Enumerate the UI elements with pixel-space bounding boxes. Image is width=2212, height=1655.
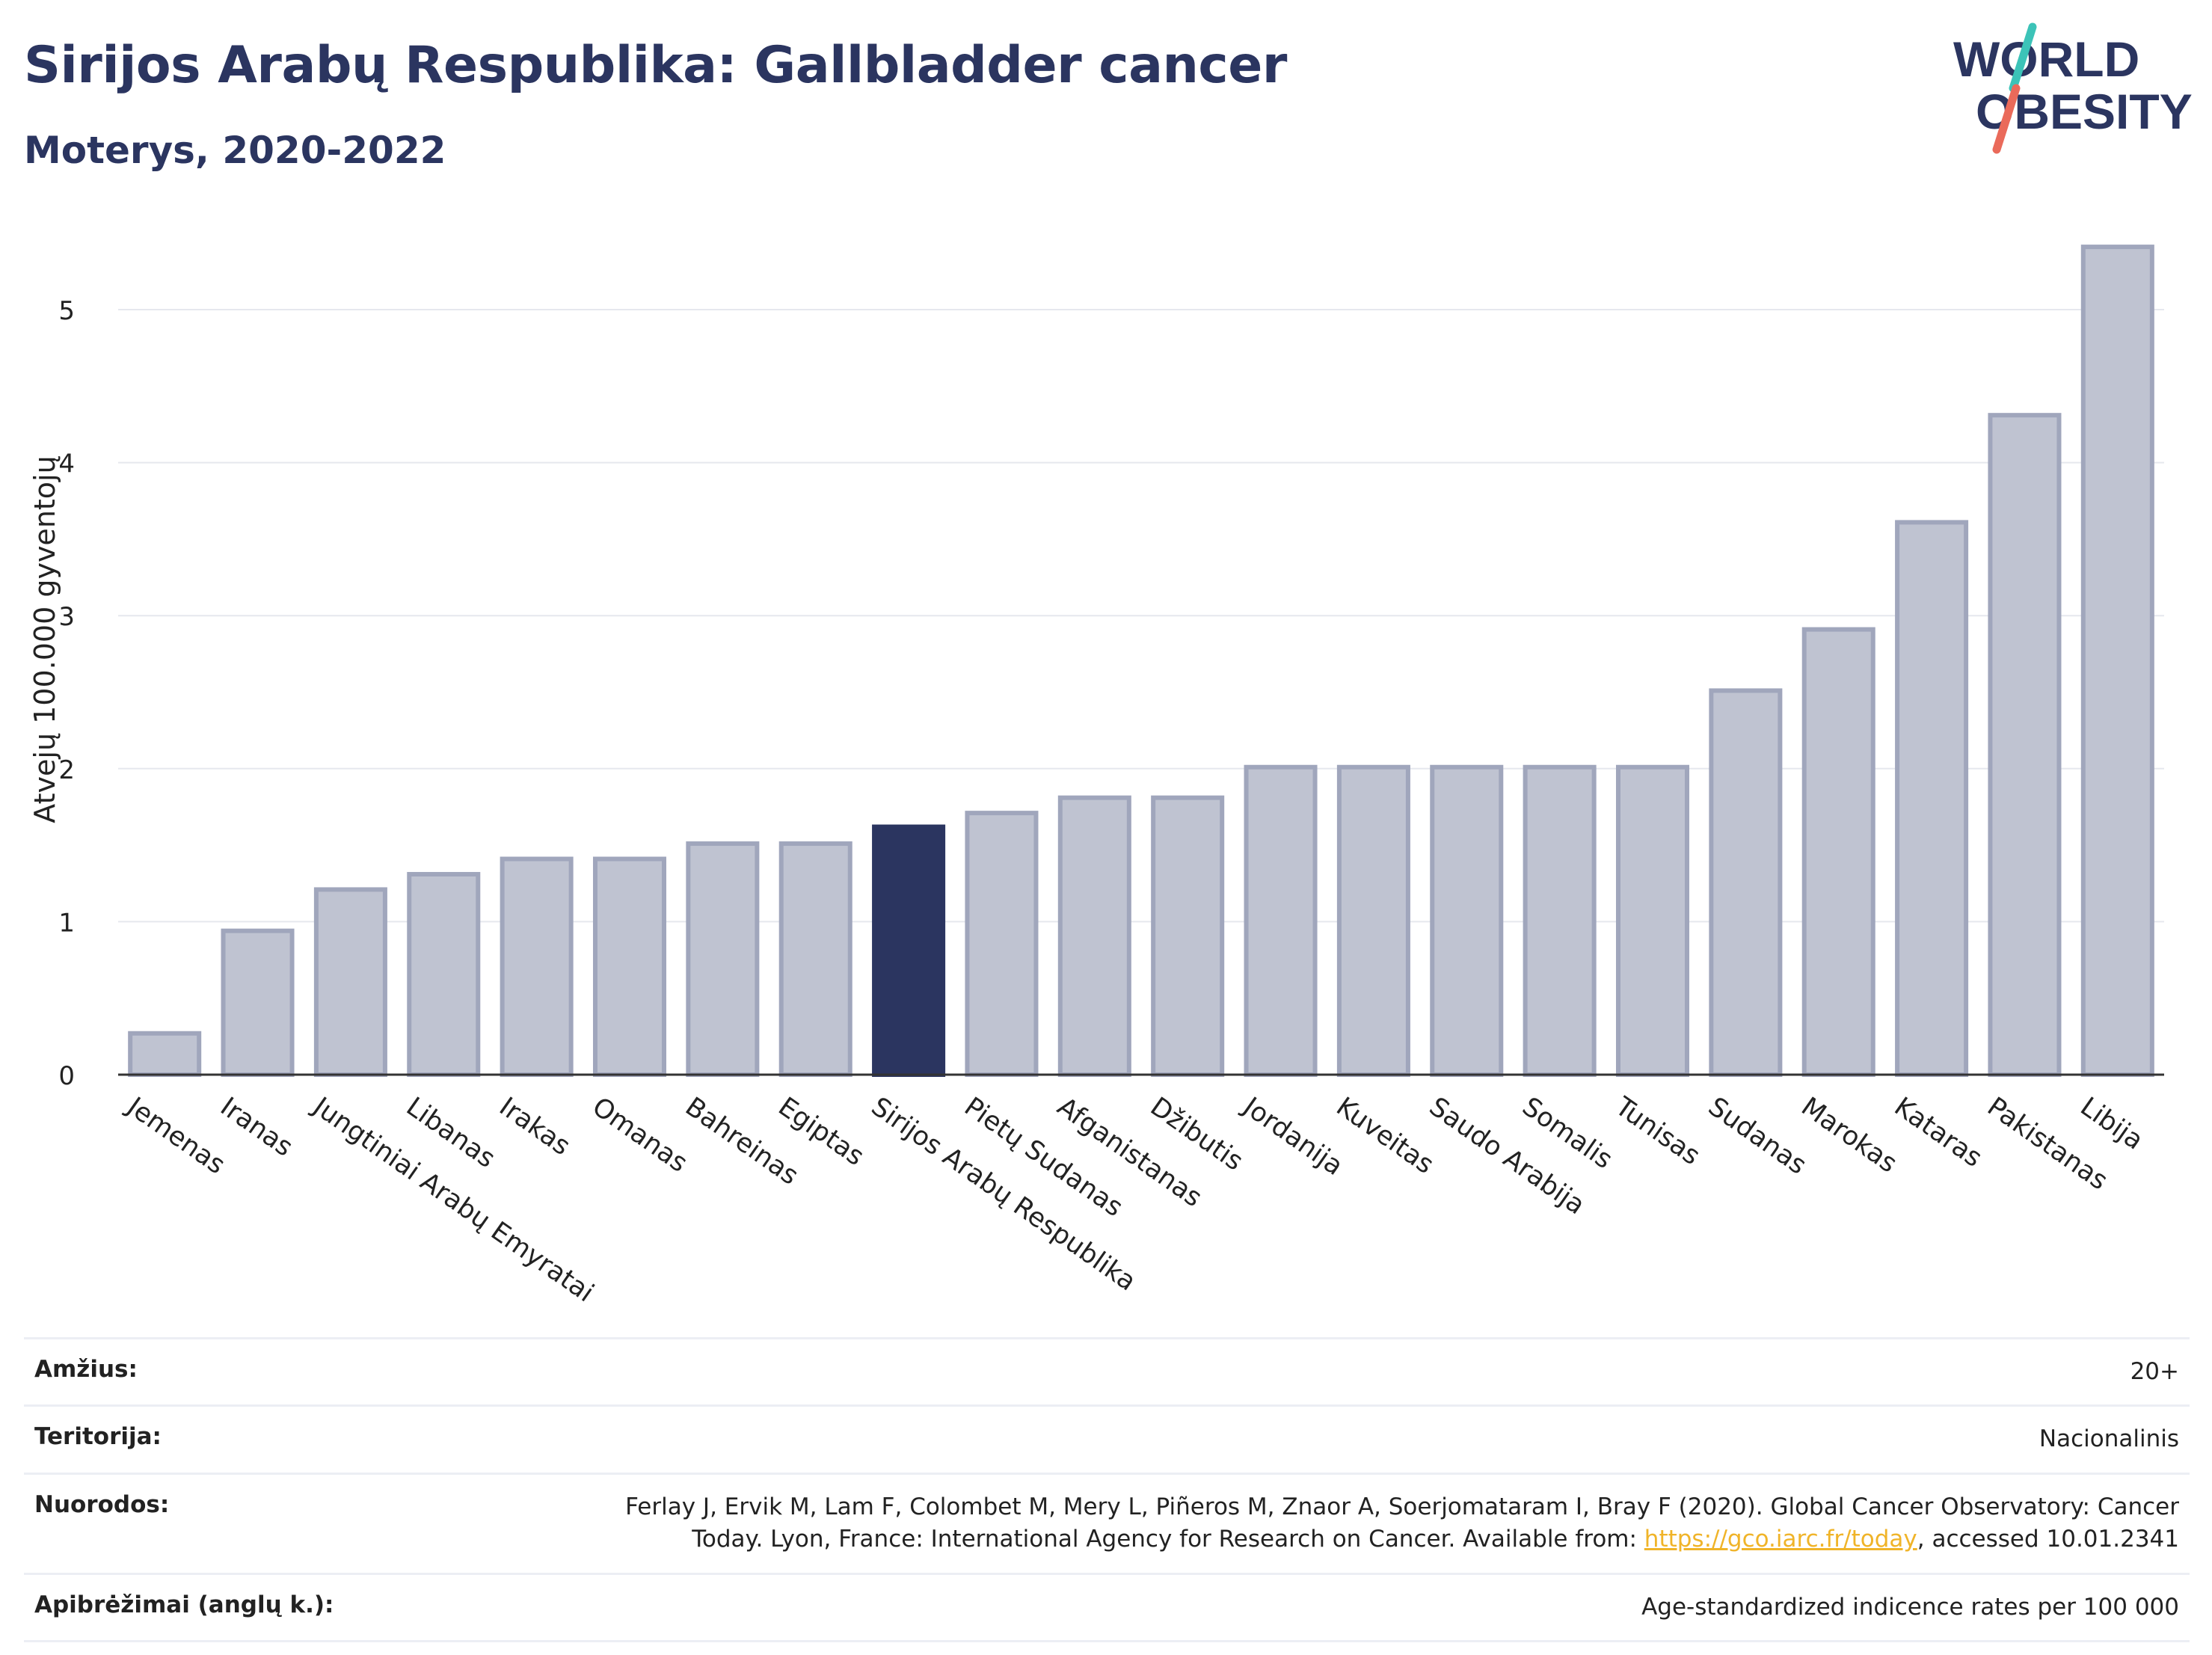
bar xyxy=(1057,795,1131,1077)
x-tick-label: Tunisas xyxy=(1609,1091,1706,1171)
age-label: Amžius: xyxy=(34,1356,138,1383)
info-row-territory: Teritorija: Nacionalinis xyxy=(24,1404,2190,1472)
bar xyxy=(313,887,387,1077)
bar xyxy=(965,811,1039,1078)
bar xyxy=(1615,764,1690,1078)
bar xyxy=(1244,764,1318,1078)
y-tick-label: 1 xyxy=(58,908,75,938)
bar xyxy=(128,1031,202,1078)
world-obesity-logo: WORLD OBESITY xyxy=(1953,22,2193,154)
bar xyxy=(500,856,574,1078)
x-tick-label: Pietų Sudanas xyxy=(959,1092,1128,1223)
territory-value: Nacionalinis xyxy=(2039,1425,2179,1453)
definitions-label: Apibrėžimai (anglų k.): xyxy=(34,1591,334,1618)
x-tick-label: Kataras xyxy=(1889,1092,1988,1173)
references-value: Ferlay J, Ervik M, Lam F, Colombet M, Me… xyxy=(625,1491,2179,1556)
territory-label: Teritorija: xyxy=(34,1423,162,1451)
logo-text-world: WORLD xyxy=(1953,31,2139,87)
bar xyxy=(1336,764,1410,1078)
bar xyxy=(592,856,667,1078)
info-row-references: Nuorodos: Ferlay J, Ervik M, Lam F, Colo… xyxy=(24,1472,2190,1573)
logo-slash-coral xyxy=(1992,84,2021,154)
references-label: Nuorodos: xyxy=(34,1490,170,1518)
bar xyxy=(2080,245,2154,1077)
age-value: 20+ xyxy=(2130,1358,2179,1385)
bar xyxy=(1523,764,1597,1078)
x-tick-label: Sudanas xyxy=(1703,1092,1812,1181)
x-tick-label: Iranas xyxy=(215,1092,298,1163)
x-tick-label: Jordanija xyxy=(1237,1091,1348,1182)
bar xyxy=(686,841,760,1077)
y-tick-label: 2 xyxy=(58,755,75,785)
bar xyxy=(1709,688,1783,1077)
references-line-2-post: , accessed 10.01.2341 xyxy=(1917,1526,2179,1553)
references-line-2-pre: Today. Lyon, France: International Agenc… xyxy=(692,1526,1644,1553)
references-link[interactable]: https://gco.iarc.fr/today xyxy=(1644,1526,1917,1553)
x-tick-label: Saudo Arabija xyxy=(1424,1092,1590,1220)
bar xyxy=(1430,764,1504,1078)
x-tick-label: Libija xyxy=(2074,1092,2148,1156)
references-line-1: Ferlay J, Ervik M, Lam F, Colombet M, Me… xyxy=(625,1493,2179,1520)
bar xyxy=(407,871,481,1077)
info-row-age: Amžius: 20+ xyxy=(24,1337,2190,1404)
x-tick-label: Marokas xyxy=(1795,1092,1902,1179)
chart-title: Sirijos Arabų Respublika: Gallbladder ca… xyxy=(24,36,1287,95)
bar xyxy=(1801,627,1875,1077)
y-tick-label: 5 xyxy=(58,296,75,326)
bar xyxy=(778,841,852,1077)
y-axis-label: Atvejų 100.000 gyventojų xyxy=(28,455,61,823)
x-tick-label: Jemenas xyxy=(120,1091,230,1181)
x-tick-label: Omanas xyxy=(587,1092,693,1179)
bar xyxy=(1151,795,1225,1077)
logo-slash-teal xyxy=(2009,22,2037,93)
y-tick-label: 0 xyxy=(58,1061,75,1091)
y-tick-label: 3 xyxy=(58,602,75,632)
info-row-definitions: Apibrėžimai (anglų k.): Age-standardized… xyxy=(24,1572,2190,1642)
bar xyxy=(1988,413,2062,1077)
info-table: Amžius: 20+ Teritorija: Nacionalinis Nuo… xyxy=(24,1337,2190,1642)
y-tick-label: 4 xyxy=(58,449,75,479)
x-tick-label: Irakas xyxy=(494,1092,575,1161)
bar xyxy=(221,928,295,1078)
definitions-value: Age-standardized indicence rates per 100… xyxy=(1641,1593,2179,1621)
chart-subtitle: Moterys, 2020-2022 xyxy=(24,129,446,172)
bar xyxy=(1895,520,1969,1077)
bar xyxy=(872,824,946,1077)
x-tick-label: Kuveitas xyxy=(1331,1092,1440,1180)
